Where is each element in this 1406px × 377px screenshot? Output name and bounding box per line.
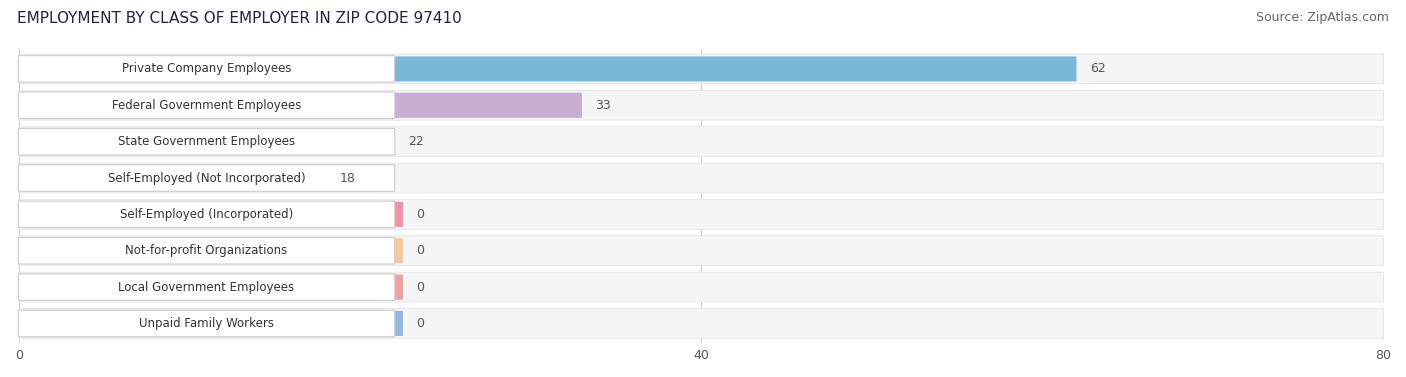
FancyBboxPatch shape bbox=[18, 166, 326, 190]
FancyBboxPatch shape bbox=[18, 238, 395, 264]
FancyBboxPatch shape bbox=[18, 236, 1384, 266]
FancyBboxPatch shape bbox=[18, 56, 395, 82]
Text: 22: 22 bbox=[408, 135, 423, 148]
FancyBboxPatch shape bbox=[18, 311, 404, 336]
FancyBboxPatch shape bbox=[18, 308, 1384, 338]
Text: 62: 62 bbox=[1090, 63, 1105, 75]
Text: State Government Employees: State Government Employees bbox=[118, 135, 295, 148]
FancyBboxPatch shape bbox=[18, 54, 1384, 84]
FancyBboxPatch shape bbox=[18, 238, 404, 263]
Text: Source: ZipAtlas.com: Source: ZipAtlas.com bbox=[1256, 11, 1389, 24]
FancyBboxPatch shape bbox=[18, 129, 395, 154]
FancyBboxPatch shape bbox=[18, 165, 395, 191]
FancyBboxPatch shape bbox=[18, 274, 404, 300]
Text: EMPLOYMENT BY CLASS OF EMPLOYER IN ZIP CODE 97410: EMPLOYMENT BY CLASS OF EMPLOYER IN ZIP C… bbox=[17, 11, 461, 26]
FancyBboxPatch shape bbox=[18, 127, 1384, 156]
Text: 0: 0 bbox=[416, 280, 425, 294]
Text: 18: 18 bbox=[339, 172, 356, 184]
Text: Federal Government Employees: Federal Government Employees bbox=[112, 99, 301, 112]
FancyBboxPatch shape bbox=[18, 201, 395, 228]
FancyBboxPatch shape bbox=[18, 272, 1384, 302]
Text: 0: 0 bbox=[416, 244, 425, 257]
FancyBboxPatch shape bbox=[18, 274, 395, 300]
Text: Self-Employed (Not Incorporated): Self-Employed (Not Incorporated) bbox=[108, 172, 305, 184]
FancyBboxPatch shape bbox=[18, 199, 1384, 229]
Text: Unpaid Family Workers: Unpaid Family Workers bbox=[139, 317, 274, 330]
FancyBboxPatch shape bbox=[18, 202, 404, 227]
FancyBboxPatch shape bbox=[18, 57, 1077, 81]
Text: 0: 0 bbox=[416, 317, 425, 330]
Text: 33: 33 bbox=[595, 99, 612, 112]
FancyBboxPatch shape bbox=[18, 93, 582, 118]
FancyBboxPatch shape bbox=[18, 92, 395, 118]
Text: Private Company Employees: Private Company Employees bbox=[122, 63, 291, 75]
FancyBboxPatch shape bbox=[18, 163, 1384, 193]
Text: Not-for-profit Organizations: Not-for-profit Organizations bbox=[125, 244, 288, 257]
Text: Self-Employed (Incorporated): Self-Employed (Incorporated) bbox=[120, 208, 294, 221]
Text: Local Government Employees: Local Government Employees bbox=[118, 280, 295, 294]
FancyBboxPatch shape bbox=[18, 90, 1384, 120]
FancyBboxPatch shape bbox=[18, 129, 395, 155]
Text: 0: 0 bbox=[416, 208, 425, 221]
FancyBboxPatch shape bbox=[18, 310, 395, 337]
